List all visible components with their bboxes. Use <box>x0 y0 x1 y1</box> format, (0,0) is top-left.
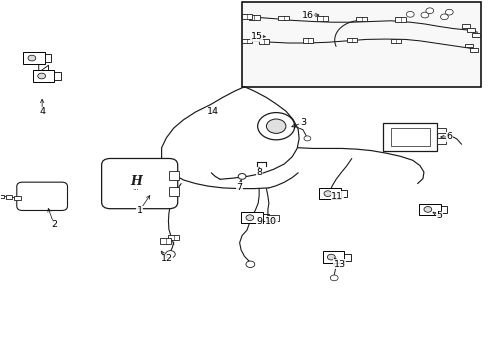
Bar <box>242 14 251 19</box>
Text: 11: 11 <box>330 192 343 201</box>
Bar <box>242 39 251 43</box>
Circle shape <box>165 251 175 258</box>
Circle shape <box>38 73 45 79</box>
Bar <box>168 235 179 240</box>
Text: 14: 14 <box>206 107 218 116</box>
Bar <box>390 128 429 146</box>
Bar <box>471 33 479 37</box>
Bar <box>383 123 436 151</box>
Text: 9: 9 <box>256 217 262 226</box>
Bar <box>242 3 480 87</box>
Circle shape <box>245 215 253 221</box>
Bar <box>343 253 350 261</box>
Circle shape <box>330 275 337 281</box>
Text: 12: 12 <box>160 255 172 264</box>
Bar <box>259 40 268 44</box>
Circle shape <box>440 14 447 20</box>
Bar <box>319 188 340 199</box>
Bar <box>14 196 21 200</box>
Circle shape <box>257 113 294 140</box>
Bar <box>23 52 44 64</box>
Bar <box>168 187 178 196</box>
Bar <box>5 195 12 199</box>
Circle shape <box>266 119 285 134</box>
Bar <box>355 17 366 21</box>
Circle shape <box>28 55 36 61</box>
Text: 5: 5 <box>436 211 442 220</box>
Bar <box>390 39 400 43</box>
Bar <box>44 54 51 62</box>
Bar <box>322 251 343 263</box>
Bar <box>266 215 278 221</box>
Text: 8: 8 <box>256 168 262 177</box>
FancyBboxPatch shape <box>17 182 67 211</box>
Text: H: H <box>130 175 142 188</box>
Bar <box>346 38 356 42</box>
Bar <box>436 128 445 134</box>
FancyBboxPatch shape <box>102 158 177 209</box>
Bar <box>0 195 3 198</box>
Circle shape <box>324 191 331 197</box>
Text: 6: 6 <box>446 132 451 141</box>
Bar <box>262 214 269 221</box>
Bar <box>317 16 327 21</box>
Bar <box>464 44 472 47</box>
Text: 13: 13 <box>333 260 345 269</box>
Bar <box>33 70 54 82</box>
Circle shape <box>406 12 413 17</box>
Bar <box>303 38 312 42</box>
Bar <box>168 171 178 180</box>
Text: 15: 15 <box>250 32 262 41</box>
Bar <box>418 204 440 215</box>
Circle shape <box>423 207 431 212</box>
Text: 4: 4 <box>39 107 45 116</box>
Circle shape <box>445 9 452 15</box>
Circle shape <box>238 174 245 179</box>
Bar <box>440 206 447 213</box>
Bar <box>394 17 405 22</box>
Text: 2: 2 <box>51 220 57 229</box>
Text: 1: 1 <box>136 206 142 215</box>
Bar <box>248 15 259 20</box>
Circle shape <box>304 136 310 141</box>
Circle shape <box>327 254 334 260</box>
Bar <box>278 15 288 20</box>
Text: 7: 7 <box>236 183 242 192</box>
Circle shape <box>420 12 428 18</box>
Bar <box>469 48 477 52</box>
Bar <box>241 212 262 224</box>
Circle shape <box>425 8 433 14</box>
Bar <box>462 24 469 28</box>
Bar <box>467 28 474 32</box>
Bar <box>159 238 171 244</box>
Text: ···: ··· <box>132 187 139 193</box>
Circle shape <box>245 261 254 267</box>
Bar <box>54 72 61 80</box>
Bar <box>436 138 445 144</box>
Text: 3: 3 <box>299 118 305 127</box>
Text: 10: 10 <box>265 217 277 226</box>
Bar <box>340 190 346 197</box>
Text: 16: 16 <box>301 10 313 19</box>
